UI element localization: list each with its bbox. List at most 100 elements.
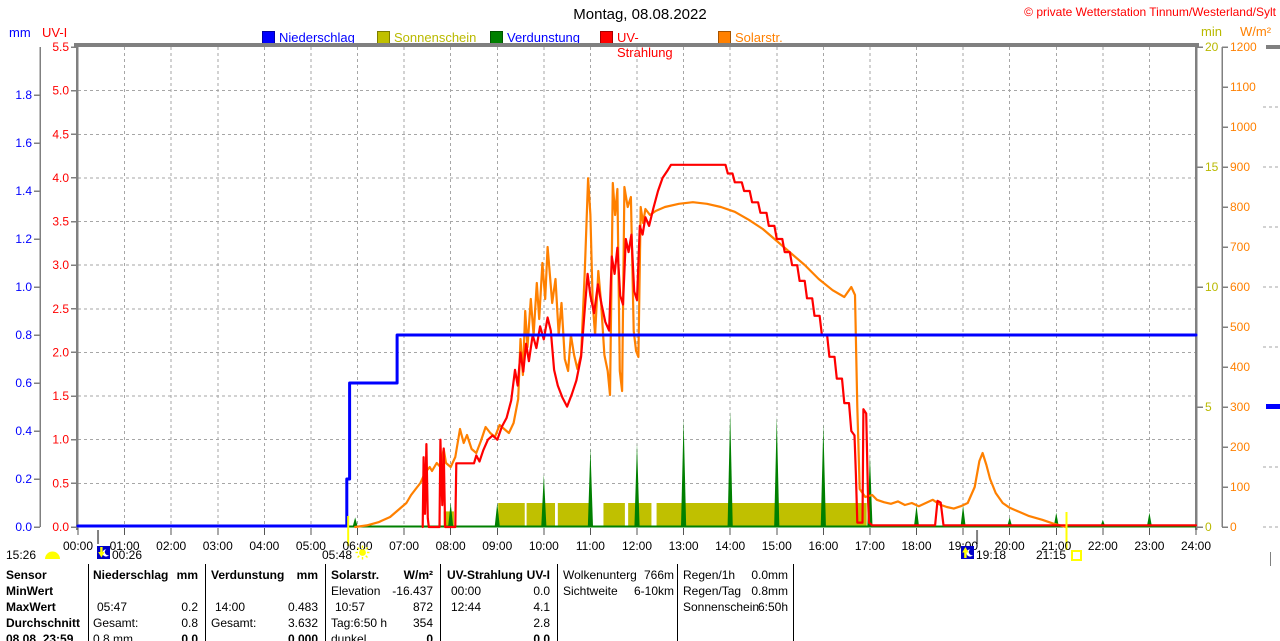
sonnenschein-block (498, 503, 525, 527)
verdunstung-spike (960, 505, 966, 527)
sunrise-time: 05:48 (321, 548, 352, 562)
edge-blue-marker (1266, 404, 1280, 409)
uv-strahlung-line (421, 163, 1198, 529)
svg-text:5.0: 5.0 (52, 84, 69, 98)
sunset-time: 21:15 (1035, 548, 1066, 562)
verdunstung-spike (587, 447, 594, 527)
col-unit: mm (176, 568, 198, 582)
svg-text:20: 20 (1205, 40, 1219, 54)
svg-text:16:00: 16:00 (808, 539, 838, 553)
info-value: 6-10km (633, 584, 674, 598)
sonnenschein-block (603, 503, 625, 527)
svg-text:03:00: 03:00 (203, 539, 233, 553)
verdunstung-spike (541, 474, 547, 527)
legend-label: Solarstr. (735, 30, 783, 45)
svg-text:17:00: 17:00 (855, 539, 885, 553)
svg-text:3.5: 3.5 (52, 215, 69, 229)
row-label-maxwert: MaxWert (6, 600, 56, 614)
svg-text:14:00: 14:00 (715, 539, 745, 553)
info-label: Sichtweite (563, 584, 618, 598)
sonnenschein-block (443, 511, 454, 527)
table-divider (88, 564, 89, 641)
info-value: 766m (643, 568, 674, 582)
verdunstung-spike (913, 505, 920, 527)
table-divider (677, 564, 678, 641)
svg-text:700: 700 (1230, 240, 1250, 254)
info-value: 0.0mm (751, 568, 788, 582)
svg-text:05:00: 05:00 (296, 539, 326, 553)
svg-text:1.0: 1.0 (15, 280, 32, 294)
max-value: 0.483 (287, 600, 318, 614)
svg-text:1.0: 1.0 (52, 433, 69, 447)
sonnenschein-block (656, 503, 867, 527)
moonrise-icon (961, 546, 974, 559)
avg-label: Gesamt: (93, 616, 139, 630)
svg-text:11:00: 11:00 (576, 539, 605, 553)
svg-text:300: 300 (1230, 400, 1250, 414)
svg-text:22:00: 22:00 (1088, 539, 1118, 553)
svg-text:0.4: 0.4 (15, 424, 32, 438)
svg-text:1200: 1200 (1230, 40, 1257, 54)
svg-text:12:00: 12:00 (622, 539, 652, 553)
svg-text:600: 600 (1230, 280, 1250, 294)
max-time: 14:00 (215, 600, 246, 614)
sonnenschein-block (526, 503, 556, 527)
moonrise-time: 19:18 (976, 548, 1007, 562)
svg-text:10:00: 10:00 (529, 539, 559, 553)
svg-text:0.0: 0.0 (15, 520, 32, 534)
col-unit: UV-I (526, 568, 550, 582)
max-time: 05:47 (97, 600, 128, 614)
sonnenschein-block (628, 503, 652, 527)
svg-text:1100: 1100 (1230, 80, 1256, 94)
min-time: 00:00 (451, 584, 482, 598)
svg-text:3.0: 3.0 (52, 258, 69, 272)
verdunstung-spike (774, 416, 780, 527)
svg-text:800: 800 (1230, 200, 1250, 214)
avg-label: Tag:6:50 h (331, 616, 388, 630)
moonset-icon (97, 546, 110, 559)
svg-text:24:00: 24:00 (1181, 539, 1211, 553)
min-value: 0.0 (533, 584, 550, 598)
axis-unit-uvi: UV-I (42, 25, 68, 40)
table-edge-mark (1270, 552, 1271, 566)
svg-text:1.2: 1.2 (15, 232, 32, 246)
svg-text:09:00: 09:00 (482, 539, 512, 553)
row-label-sensor: Sensor (6, 568, 47, 582)
col-unit: mm (296, 568, 318, 582)
svg-text:200: 200 (1230, 440, 1250, 454)
col-title: UV-Strahlung (447, 568, 524, 582)
max-value: 872 (412, 600, 433, 614)
legend-label: Niederschlag (279, 30, 355, 45)
legend-label: UV-Strahlung (617, 30, 673, 60)
svg-text:1.4: 1.4 (15, 184, 32, 198)
svg-text:00:00: 00:00 (63, 539, 93, 553)
verdunstung-spike (1146, 512, 1153, 527)
max-value: 0.2 (181, 600, 198, 614)
row-label-date: 08.08. 23:59 (6, 632, 74, 641)
axis-unit-min: min (1201, 24, 1222, 39)
svg-text:0.8: 0.8 (15, 328, 32, 342)
sunset-square-icon (1071, 550, 1082, 561)
last-value: 0 (426, 632, 433, 641)
info-label: Wolkenunterg (563, 568, 637, 582)
page-title: Montag, 08.08.2022 (573, 6, 707, 23)
avg-value: 0.8 (181, 616, 198, 630)
last-label: 0.8 mm (93, 632, 134, 641)
verdunstung-spike (448, 503, 454, 527)
row-label-durchschnitt: Durchschnitt (6, 616, 81, 630)
info-label: Regen/1h (683, 568, 736, 582)
svg-text:900: 900 (1230, 160, 1250, 174)
svg-text:0.0: 0.0 (52, 520, 69, 534)
svg-text:07:00: 07:00 (389, 539, 419, 553)
svg-text:100: 100 (1230, 480, 1250, 494)
info-value: 6:50h (757, 600, 788, 614)
avg-value: 3.632 (287, 616, 318, 630)
verdunstung-spike (352, 517, 358, 527)
svg-text:0.2: 0.2 (15, 472, 32, 486)
verdunstung-spike (680, 419, 687, 527)
svg-text:06:00: 06:00 (342, 539, 372, 553)
svg-text:13:00: 13:00 (669, 539, 699, 553)
niederschlag-line (76, 333, 1198, 528)
weather-chart: 0.0 0.2 0.4 0.6 0.8 1.0 1.2 1.4 1.6 1.8 0.0 0.5 1.0 1… (15, 40, 1280, 553)
